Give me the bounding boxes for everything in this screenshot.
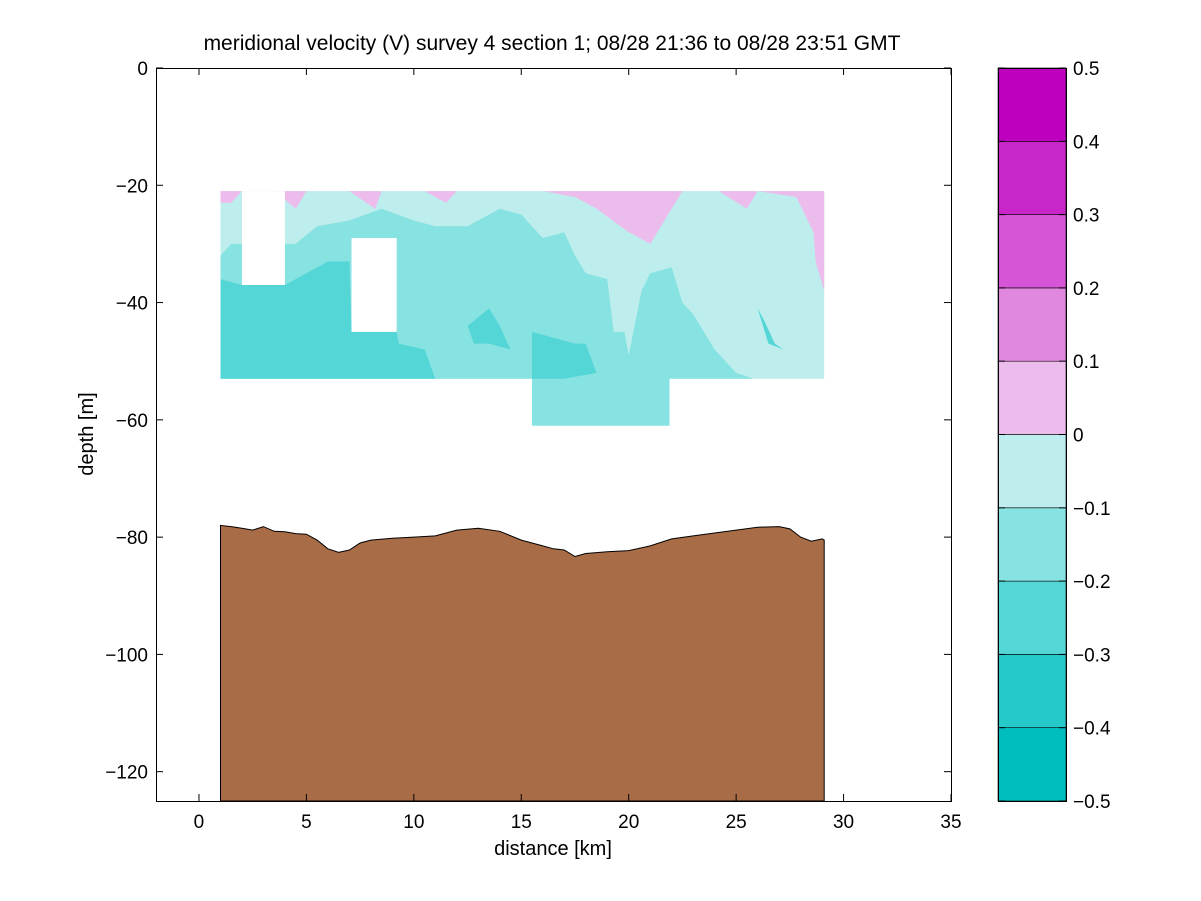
- y-tick-label: −60: [116, 411, 148, 432]
- axis-ticks: [156, 67, 952, 801]
- x-tick-label: 20: [618, 812, 639, 833]
- y-tick-label: −20: [116, 176, 148, 197]
- chart-title: meridional velocity (V) survey 4 section…: [204, 32, 901, 55]
- y-axis-label: depth [m]: [76, 392, 98, 475]
- colorbar-tick-label: 0.4: [1073, 132, 1100, 153]
- colorbar: −0.5 −0.4 −0.3 −0.2 −0.1 0 0.1 0.2 0.3 0.4 0.5: [997, 59, 1111, 813]
- x-tick-label: 10: [403, 812, 424, 833]
- data-gaps: [241, 191, 397, 332]
- colorbar-tick-label: −0.3: [1073, 645, 1111, 666]
- y-tick-label: −120: [105, 763, 148, 784]
- colorbar-tick-label: 0.5: [1073, 59, 1099, 80]
- colorbar-tick-label: 0.3: [1073, 206, 1099, 227]
- x-tick-label: 30: [833, 812, 854, 833]
- data-gap-1: [351, 238, 397, 332]
- colorbar-tick-label: −0.2: [1073, 572, 1111, 593]
- y-tick-label: −80: [116, 528, 148, 549]
- x-tick-label: 5: [301, 812, 312, 833]
- colorbar-tick-label: −0.1: [1073, 499, 1111, 520]
- data-gap-0: [241, 191, 285, 285]
- colorbar-block: [997, 214, 1067, 289]
- seafloor-fill: [220, 524, 825, 801]
- x-axis-label: distance [km]: [494, 838, 612, 860]
- y-axis-tick-labels: 0 −20 −40 −60 −80 −100 −120: [105, 59, 148, 784]
- x-tick-label: 0: [194, 812, 205, 833]
- seafloor-bathymetry: [220, 524, 825, 801]
- colorbar-block: [997, 727, 1067, 802]
- colorbar-tick-label: −0.5: [1073, 792, 1111, 813]
- colorbar-block: [997, 360, 1067, 435]
- colorbar-tick-labels: −0.5 −0.4 −0.3 −0.2 −0.1 0 0.1 0.2 0.3 0.4 0.5: [1073, 59, 1111, 813]
- colorbar-tick-label: 0.2: [1073, 279, 1099, 300]
- y-tick-label: 0: [137, 59, 148, 80]
- y-tick-label: −40: [116, 294, 148, 315]
- x-axis-tick-labels: 0 5 10 15 20 25 30 35: [194, 812, 962, 833]
- x-tick-label: 25: [726, 812, 747, 833]
- x-tick-label: 15: [511, 812, 532, 833]
- colorbar-block: [997, 507, 1067, 582]
- colorbar-ticks: [998, 67, 1066, 802]
- velocity-region-3: [220, 261, 436, 379]
- colorbar-block: [997, 287, 1067, 362]
- colorbar-block: [997, 67, 1067, 142]
- colorbar-block: [997, 434, 1067, 509]
- y-tick-label: −100: [105, 645, 148, 666]
- plot-frame: [156, 68, 952, 802]
- colorbar-tick-label: 0: [1073, 426, 1084, 447]
- x-tick-label: 35: [940, 812, 961, 833]
- colorbar-block: [997, 580, 1067, 655]
- velocity-region-4: [467, 308, 511, 350]
- velocity-region-6: [757, 308, 784, 350]
- plot-area: 0 5 10 15 20 25 30 35 0 −20 −40 −60 −80 −100 −120: [105, 59, 961, 833]
- colorbar-block: [997, 141, 1067, 215]
- colorbar-block: [997, 654, 1067, 729]
- colorbar-color-blocks: [997, 67, 1067, 802]
- colorbar-tick-label: −0.4: [1073, 719, 1111, 740]
- colorbar-tick-label: 0.1: [1073, 352, 1099, 373]
- velocity-region-5: [532, 331, 597, 379]
